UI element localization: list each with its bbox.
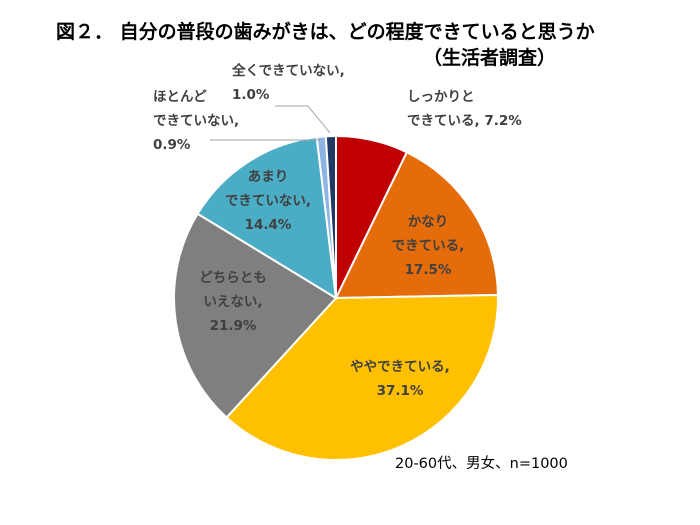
slice-label: ややできている, 37.1% — [350, 359, 450, 399]
slice-label: かなりできている, 17.5% — [392, 214, 465, 278]
leader-line — [275, 105, 331, 134]
slice-label: しっかりとできている, 7.2% — [407, 89, 522, 129]
slice-label: どちらともいえない, 21.9% — [199, 270, 267, 334]
chart-title-line2: （生活者調査） — [423, 47, 557, 69]
pie-slice — [196, 136, 338, 300]
pie-slice — [334, 150, 499, 300]
pie-slice — [173, 212, 338, 419]
slice-label: あまりできていない, 14.4% — [225, 169, 311, 233]
pie-slice — [324, 134, 337, 299]
chart-title-line1: 図２． 自分の普段の歯みがきは、どの程度できていると思うか — [56, 21, 595, 43]
slice-label: 全くできていない, 1.0% — [231, 62, 345, 103]
sample-note: 20-60代、男女、n=1000 — [395, 456, 568, 472]
pie-slice — [225, 293, 499, 461]
slice-label: ほとんどできていない, 0.9% — [153, 89, 239, 153]
